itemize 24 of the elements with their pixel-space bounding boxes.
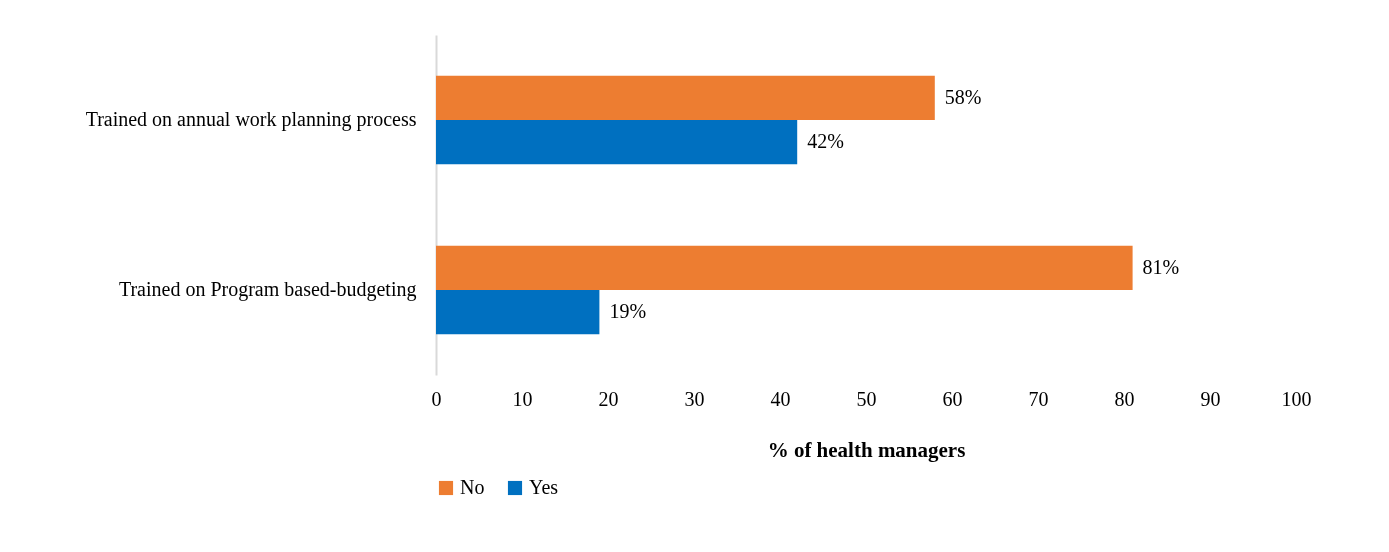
- y-tick-label: Trained on Program based-budgeting: [118, 278, 417, 301]
- x-tick-label: 80: [1114, 387, 1135, 410]
- data-label: 58%: [944, 85, 982, 108]
- x-tick-label: 10: [512, 387, 533, 410]
- x-tick-label: 100: [1281, 387, 1312, 410]
- legend-label: Yes: [529, 476, 559, 498]
- bar: [436, 290, 600, 335]
- y-tick-label: Trained on annual work planning process: [85, 108, 417, 131]
- x-tick-label: 60: [942, 387, 963, 410]
- x-tick-label: 20: [598, 387, 619, 410]
- x-axis-title: % of health managers: [767, 437, 966, 462]
- bar: [436, 75, 935, 120]
- x-tick-label: 70: [1028, 387, 1049, 410]
- data-label: 42%: [807, 130, 844, 153]
- data-label: 81%: [1142, 255, 1180, 278]
- x-tick-label: 40: [770, 387, 791, 410]
- x-tick-label: 90: [1200, 387, 1221, 410]
- x-tick-label: 30: [684, 387, 705, 410]
- bar: [436, 245, 1133, 290]
- x-tick-label: 50: [856, 387, 877, 410]
- data-label: 19%: [609, 300, 647, 323]
- x-tick-label: 0: [431, 387, 442, 410]
- legend-label: No: [460, 476, 485, 498]
- bar: [436, 120, 798, 165]
